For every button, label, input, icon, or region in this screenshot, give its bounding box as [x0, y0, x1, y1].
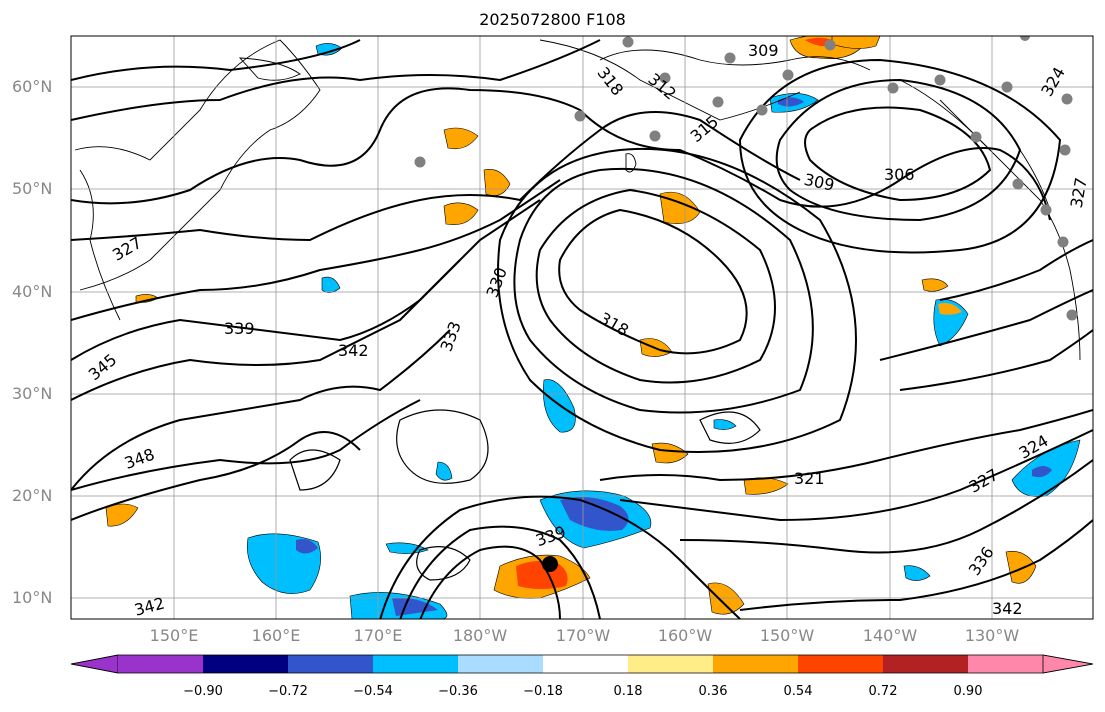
lat-label: 50°N	[12, 179, 53, 198]
lon-label: 160°W	[657, 626, 713, 645]
colorbar-tick-label: −0.90	[183, 684, 223, 699]
colorbar-tick-label: 0.36	[698, 684, 728, 699]
contour-label: 342	[338, 341, 369, 360]
storm-center-marker	[542, 556, 558, 572]
contour-label: 342	[992, 599, 1023, 618]
lon-label: 170°E	[353, 626, 403, 645]
colorbar-tick-label: 0.54	[783, 684, 813, 699]
contour-label: 321	[794, 469, 825, 488]
colorbar	[70, 654, 1094, 674]
contours	[71, 39, 1093, 619]
lon-label: 160°E	[251, 626, 301, 645]
lon-label: 170°W	[555, 626, 611, 645]
station-markers	[414, 36, 1078, 321]
lon-label: 140°W	[862, 626, 918, 645]
lon-label: 180°W	[452, 626, 508, 645]
colorbar-tick-label: −0.36	[438, 684, 478, 699]
colorbar-tick-label: 0.90	[953, 684, 983, 699]
contour-label: 306	[884, 165, 915, 184]
lon-label: 150°W	[759, 626, 815, 645]
lat-label: 40°N	[12, 282, 53, 301]
lon-label: 150°E	[149, 626, 199, 645]
minor-contours	[289, 409, 761, 581]
lat-label: 30°N	[12, 384, 53, 403]
map-title: 2025072800 F108	[479, 10, 626, 29]
contour-label: 309	[748, 41, 779, 60]
colorbar-tick-label: 0.72	[868, 684, 898, 699]
lat-label: 20°N	[12, 486, 53, 505]
lat-label: 60°N	[12, 77, 53, 96]
graticule	[71, 36, 1093, 619]
colorbar-tick-label: −0.54	[353, 684, 393, 699]
colorbar-tick-label: 0.18	[613, 684, 643, 699]
colorbar-tick-label: −0.18	[523, 684, 563, 699]
lat-label: 10°N	[12, 588, 53, 607]
contour-label: 339	[224, 319, 255, 338]
plot-frame	[70, 35, 1094, 620]
colorbar-tick-label: −0.72	[268, 684, 308, 699]
lon-label: 130°W	[964, 626, 1020, 645]
